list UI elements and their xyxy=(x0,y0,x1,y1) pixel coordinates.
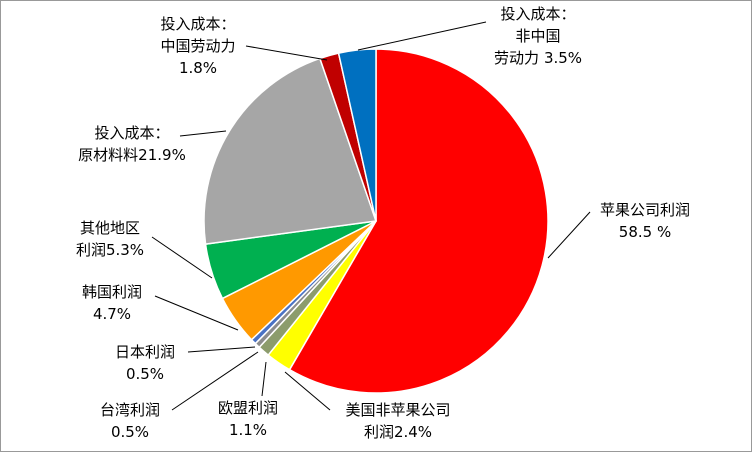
label-line: 韩国利润 xyxy=(82,283,142,301)
label-line: 投入成本： xyxy=(160,15,235,33)
leader-line xyxy=(179,130,227,137)
value-label: 0.5% xyxy=(126,365,164,383)
value-label: 58.5 % xyxy=(619,223,671,241)
leader-line xyxy=(171,351,259,411)
leader-line xyxy=(151,236,213,279)
label-line: 中国劳动力 xyxy=(160,37,235,55)
label-line: 利润 xyxy=(364,423,394,441)
slice-label: 日本利润 0.5% xyxy=(115,343,175,383)
value-label: 1.1% xyxy=(229,421,267,439)
label-line: 其他地区 xyxy=(80,219,140,237)
leader-line xyxy=(284,371,331,411)
label-line: 投入成本： xyxy=(94,124,169,142)
leader-line xyxy=(154,295,239,331)
pie-slice xyxy=(288,48,549,394)
slice-label: 苹果公司利润 58.5 % xyxy=(600,201,690,241)
leader-line xyxy=(245,45,328,61)
value-label: 5.3% xyxy=(106,241,144,259)
leader-line xyxy=(547,211,591,259)
label-line: 利润 xyxy=(76,241,106,259)
label-line: 美国非苹果公司 xyxy=(345,401,450,419)
slice-label: 投入成本： 原材料料21.9% xyxy=(78,124,186,164)
value-label: 21.9% xyxy=(138,146,186,164)
value-label: 1.8% xyxy=(179,59,217,77)
slice-label: 投入成本： 中国劳动力 1.8% xyxy=(160,15,235,77)
leader-line xyxy=(261,361,267,397)
label-line: 台湾利润 xyxy=(100,401,160,419)
pie-slice xyxy=(337,48,377,222)
label-line: 原材料料 xyxy=(78,146,138,164)
leader-line xyxy=(187,346,256,353)
label-line: 非中国 xyxy=(515,27,560,45)
pie-slice xyxy=(203,57,378,245)
value-label: 3.5% xyxy=(544,49,582,67)
slice-label: 美国非苹果公司利润2.4% xyxy=(345,401,450,441)
label-line: 欧盟利润 xyxy=(218,399,278,417)
slice-label: 台湾利润 0.5% xyxy=(100,401,160,441)
label-line: 劳动力 xyxy=(494,49,539,67)
slice-label: 其他地区利润5.3% xyxy=(76,219,144,259)
slice-label: 投入成本： 非中国劳动力 3.5% xyxy=(494,5,582,67)
value-label: 2.4% xyxy=(394,423,432,441)
slice-label: 韩国利润 4.7% xyxy=(82,283,142,323)
value-label: 4.7% xyxy=(93,305,131,323)
leader-line xyxy=(357,21,487,51)
label-line: 投入成本： xyxy=(500,5,575,23)
value-label: 0.5% xyxy=(111,423,149,441)
label-line: 苹果公司利润 xyxy=(600,201,690,219)
slice-label: 欧盟利润 1.1% xyxy=(218,399,278,439)
label-line: 日本利润 xyxy=(115,343,175,361)
